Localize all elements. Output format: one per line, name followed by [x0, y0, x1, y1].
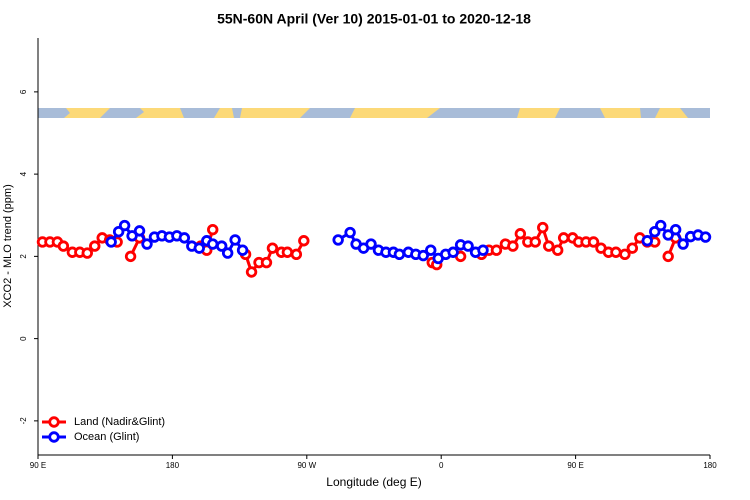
point	[133, 225, 146, 237]
point	[281, 246, 294, 258]
point	[229, 234, 241, 246]
point	[89, 240, 101, 252]
legend-label: Land (Nadir&Glint)	[74, 416, 165, 428]
point	[393, 248, 406, 261]
point	[462, 240, 474, 252]
x-tick-label: 180	[166, 461, 180, 470]
point	[529, 236, 541, 248]
point	[221, 247, 234, 259]
point	[557, 232, 570, 244]
point	[677, 238, 689, 250]
map-land	[38, 108, 710, 118]
point	[425, 244, 437, 256]
point	[610, 246, 622, 258]
x-tick-label: 180	[703, 461, 717, 470]
point	[507, 240, 519, 252]
point	[178, 232, 191, 244]
point	[290, 248, 303, 261]
point	[332, 234, 344, 246]
y-tick-label: -2	[19, 417, 28, 425]
x-tick-label: 90 W	[297, 461, 316, 470]
y-tick-label: 0	[19, 336, 28, 341]
point	[417, 249, 429, 262]
x-axis-label: Longitude (deg E)	[326, 475, 421, 489]
legend-label: Ocean (Glint)	[74, 431, 139, 443]
y-axis-label: XCO2 - MLO trend (ppm)	[2, 184, 14, 307]
point	[236, 244, 249, 256]
point	[543, 240, 555, 252]
point	[207, 238, 219, 250]
point	[81, 247, 93, 259]
point	[105, 236, 117, 248]
point	[619, 248, 631, 261]
point	[699, 231, 712, 243]
point	[669, 223, 682, 236]
x-tick-label: 0	[439, 461, 444, 470]
point	[141, 238, 153, 250]
point	[641, 235, 653, 247]
point	[655, 219, 667, 232]
point	[514, 228, 527, 240]
x-tick-label: 90 E	[567, 461, 583, 470]
point	[298, 235, 310, 247]
point	[215, 240, 228, 252]
point	[126, 230, 138, 242]
point	[207, 223, 219, 236]
y-tick-label: 2	[19, 254, 28, 259]
point	[245, 266, 258, 278]
legend-marker	[48, 416, 60, 428]
point	[266, 242, 279, 254]
point	[662, 250, 674, 263]
point	[124, 250, 137, 263]
point	[447, 246, 459, 258]
map-strip	[38, 108, 710, 118]
y-tick-label: 4	[19, 171, 28, 176]
point	[477, 244, 489, 256]
point	[662, 229, 674, 241]
point	[537, 221, 549, 234]
legend-marker	[48, 431, 60, 443]
point	[365, 238, 377, 250]
point	[118, 219, 131, 232]
y-tick-label: 6	[19, 89, 28, 94]
point	[551, 244, 564, 256]
point	[344, 226, 356, 239]
point	[490, 244, 503, 256]
map-ocean	[38, 108, 710, 118]
chart-title: 55N-60N April (Ver 10) 2015-01-01 to 202…	[217, 11, 531, 27]
point	[57, 240, 70, 252]
point	[193, 242, 205, 254]
point	[587, 236, 600, 248]
point	[626, 242, 639, 254]
point	[260, 256, 273, 269]
x-tick-label: 90 E	[30, 461, 46, 470]
